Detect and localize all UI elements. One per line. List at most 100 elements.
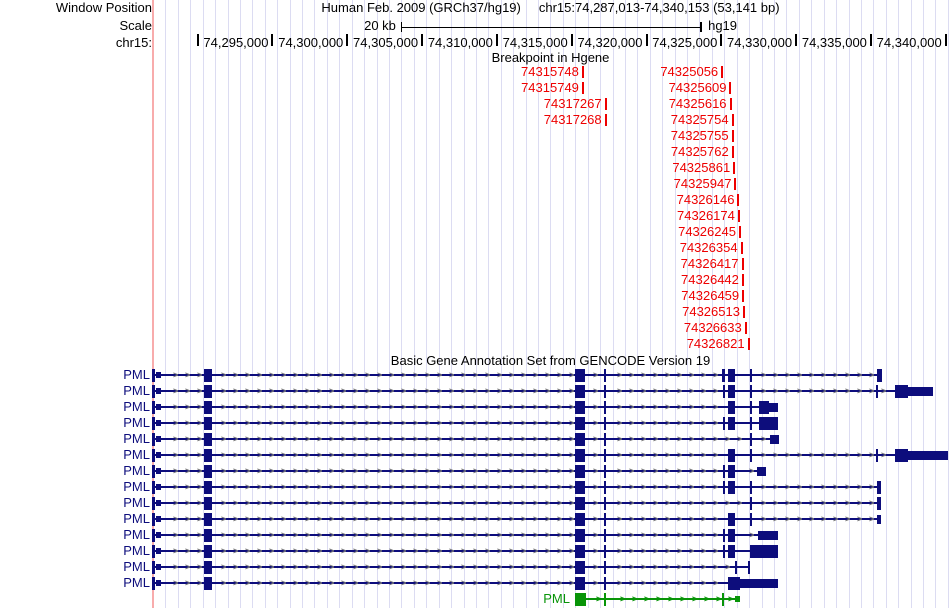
direction-arrow-icon: > <box>353 482 359 492</box>
direction-arrow-icon: > <box>377 562 383 572</box>
direction-arrow-icon: > <box>533 370 539 380</box>
transcript-gene-label: PML <box>123 367 150 382</box>
direction-arrow-icon: > <box>293 402 299 412</box>
direction-arrow-icon: > <box>509 466 515 476</box>
direction-arrow-icon: > <box>797 370 803 380</box>
direction-arrow-icon: > <box>365 370 371 380</box>
direction-arrow-icon: > <box>329 450 335 460</box>
grid-line <box>662 0 664 608</box>
direction-arrow-icon: > <box>521 418 527 428</box>
direction-arrow-icon: > <box>641 418 647 428</box>
direction-arrow-icon: > <box>173 514 179 524</box>
direction-arrow-icon: > <box>509 514 515 524</box>
direction-arrow-icon: > <box>533 386 539 396</box>
direction-arrow-icon: > <box>389 530 395 540</box>
direction-arrow-icon: > <box>725 434 731 444</box>
direction-arrow-icon: > <box>269 546 275 556</box>
grid-line <box>811 0 813 608</box>
direction-arrow-icon: > <box>221 546 227 556</box>
direction-arrow-icon: > <box>797 386 803 396</box>
direction-arrow-icon: > <box>413 578 419 588</box>
direction-arrow-icon: > <box>761 498 767 508</box>
direction-arrow-icon: > <box>485 402 491 412</box>
direction-arrow-icon: > <box>509 434 515 444</box>
direction-arrow-icon: > <box>665 546 671 556</box>
grid-line <box>314 0 316 608</box>
direction-arrow-icon: > <box>197 546 203 556</box>
transcript-gene-label: PML <box>123 415 150 430</box>
direction-arrow-icon: > <box>821 386 827 396</box>
direction-arrow-icon: > <box>701 450 707 460</box>
direction-arrow-icon: > <box>329 418 335 428</box>
direction-arrow-icon: > <box>857 482 863 492</box>
direction-arrow-icon: > <box>485 578 491 588</box>
direction-arrow-icon: > <box>281 530 287 540</box>
transcript-exon <box>152 384 155 398</box>
direction-arrow-icon: > <box>437 514 443 524</box>
direction-arrow-icon: > <box>257 514 263 524</box>
direction-arrow-icon: > <box>401 418 407 428</box>
direction-arrow-icon: > <box>653 434 659 444</box>
direction-arrow-icon: > <box>641 482 647 492</box>
direction-arrow-icon: > <box>656 594 662 604</box>
direction-arrow-icon: > <box>233 450 239 460</box>
direction-arrow-icon: > <box>461 578 467 588</box>
direction-arrow-icon: > <box>641 530 647 540</box>
grid-line <box>252 0 254 608</box>
transcript-exon <box>750 384 752 398</box>
transcript-exon <box>152 560 155 574</box>
direction-arrow-icon: > <box>437 530 443 540</box>
direction-arrow-icon: > <box>461 434 467 444</box>
direction-arrow-icon: > <box>413 386 419 396</box>
direction-arrow-icon: > <box>305 578 311 588</box>
direction-arrow-icon: > <box>413 450 419 460</box>
direction-arrow-icon: > <box>221 418 227 428</box>
direction-arrow-icon: > <box>257 562 263 572</box>
direction-arrow-icon: > <box>281 370 287 380</box>
direction-arrow-icon: > <box>509 562 515 572</box>
transcript-exon <box>728 480 735 494</box>
direction-arrow-icon: > <box>569 546 575 556</box>
direction-arrow-icon: > <box>257 370 263 380</box>
transcript-exon <box>152 368 155 382</box>
direction-arrow-icon: > <box>185 530 191 540</box>
direction-arrow-icon: > <box>653 562 659 572</box>
grid-line <box>699 0 701 608</box>
direction-arrow-icon: > <box>341 418 347 428</box>
direction-arrow-icon: > <box>389 450 395 460</box>
direction-arrow-icon: > <box>701 466 707 476</box>
grid-line <box>923 0 925 608</box>
direction-arrow-icon: > <box>569 562 575 572</box>
direction-arrow-icon: > <box>449 578 455 588</box>
direction-arrow-icon: > <box>401 530 407 540</box>
direction-arrow-icon: > <box>641 450 647 460</box>
direction-arrow-icon: > <box>425 562 431 572</box>
direction-arrow-icon: > <box>704 594 710 604</box>
direction-arrow-icon: > <box>341 434 347 444</box>
direction-arrow-icon: > <box>545 498 551 508</box>
direction-arrow-icon: > <box>197 578 203 588</box>
direction-arrow-icon: > <box>197 562 203 572</box>
transcript-exon <box>575 432 585 446</box>
direction-arrow-icon: > <box>221 578 227 588</box>
breakpoint-value: 74325755 <box>670 128 729 143</box>
transcript-exon <box>728 400 735 414</box>
direction-arrow-icon: > <box>401 402 407 412</box>
direction-arrow-icon: > <box>833 482 839 492</box>
direction-arrow-icon: > <box>692 594 698 604</box>
transcript-exon <box>575 560 585 574</box>
grid-line <box>587 0 589 608</box>
direction-arrow-icon: > <box>617 498 623 508</box>
breakpoint-value: 74326146 <box>676 192 735 207</box>
direction-arrow-icon: > <box>317 546 323 556</box>
direction-arrow-icon: > <box>761 450 767 460</box>
direction-arrow-icon: > <box>593 434 599 444</box>
direction-arrow-icon: > <box>797 482 803 492</box>
direction-arrow-icon: > <box>629 434 635 444</box>
grid-line <box>935 0 937 608</box>
transcript-exon <box>152 496 155 510</box>
transcript-exon <box>204 480 212 494</box>
direction-arrow-icon: > <box>509 386 515 396</box>
transcript-exon <box>877 514 881 524</box>
direction-arrow-icon: > <box>509 450 515 460</box>
